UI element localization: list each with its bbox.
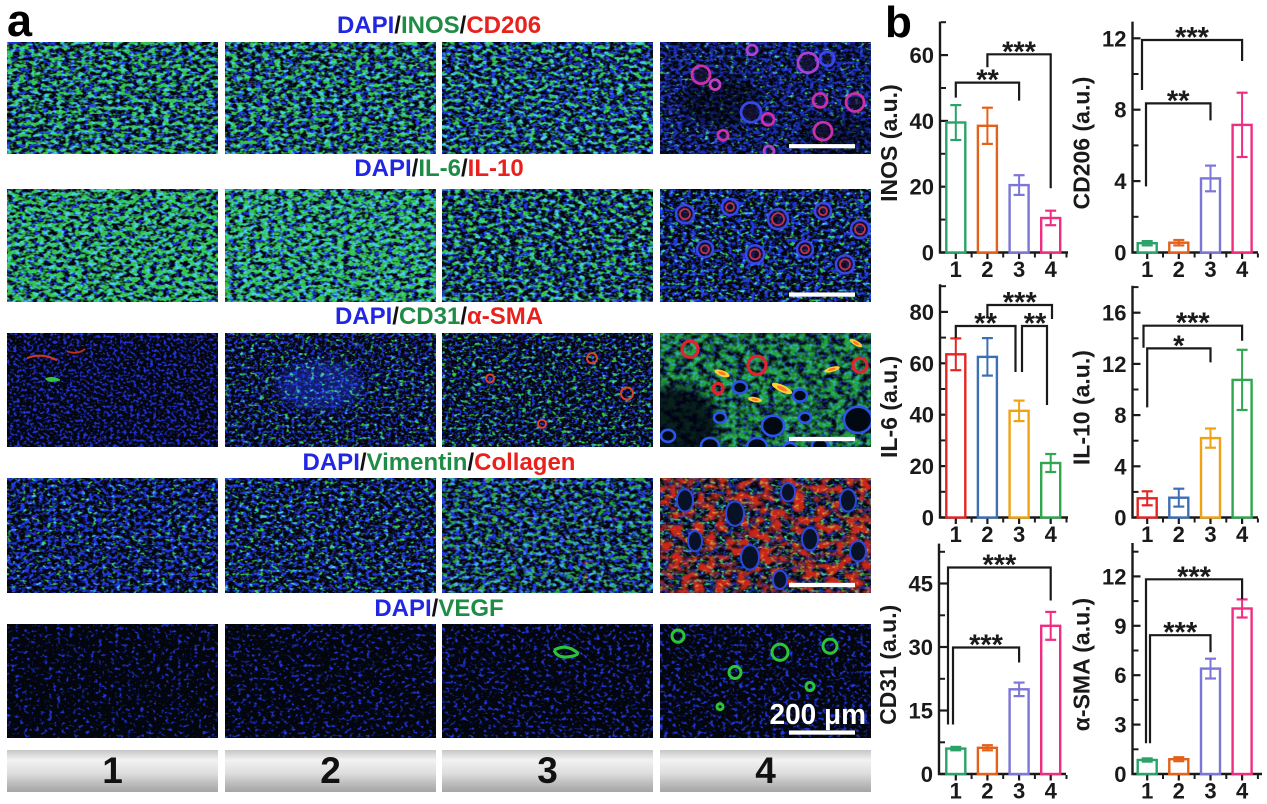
svg-text:6: 6 — [1114, 663, 1126, 688]
svg-text:45: 45 — [909, 572, 933, 597]
svg-text:8: 8 — [1114, 403, 1126, 428]
svg-text:***: *** — [1002, 36, 1037, 68]
svg-text:***: *** — [982, 550, 1017, 582]
svg-text:**: ** — [1167, 85, 1190, 117]
svg-text:4: 4 — [1236, 257, 1249, 282]
svg-text:0: 0 — [922, 241, 934, 266]
svg-text:***: *** — [969, 630, 1004, 662]
svg-text:4: 4 — [1045, 257, 1058, 282]
svg-text:3: 3 — [1013, 522, 1025, 547]
svg-text:8: 8 — [1114, 98, 1126, 123]
svg-text:4: 4 — [1236, 779, 1249, 804]
svg-text:1: 1 — [1141, 779, 1153, 804]
svg-text:***: *** — [1175, 22, 1210, 54]
svg-text:CD206 (a.u.): CD206 (a.u.) — [1069, 77, 1095, 210]
svg-text:4: 4 — [1045, 522, 1058, 547]
svg-text:CD31 (a.u.): CD31 (a.u.) — [880, 605, 901, 725]
svg-text:*: * — [1173, 330, 1185, 362]
svg-text:30: 30 — [909, 635, 933, 660]
svg-text:40: 40 — [910, 403, 934, 428]
svg-text:2: 2 — [1173, 522, 1185, 547]
svg-text:0: 0 — [921, 762, 933, 787]
svg-text:1: 1 — [1141, 522, 1153, 547]
svg-text:1: 1 — [1141, 257, 1153, 282]
svg-text:**: ** — [1024, 308, 1047, 340]
svg-text:2: 2 — [1173, 779, 1185, 804]
svg-text:12: 12 — [1102, 564, 1126, 589]
svg-text:4: 4 — [1236, 522, 1249, 547]
svg-text:***: *** — [1003, 287, 1038, 319]
svg-text:2: 2 — [981, 522, 993, 547]
svg-text:1: 1 — [950, 257, 962, 282]
svg-text:2: 2 — [981, 257, 993, 282]
svg-text:α-SMA (a.u.): α-SMA (a.u.) — [1069, 598, 1095, 731]
svg-text:**: ** — [974, 308, 997, 340]
svg-text:1: 1 — [950, 522, 962, 547]
svg-text:***: *** — [1177, 561, 1212, 593]
svg-text:3: 3 — [1013, 779, 1025, 804]
svg-text:3: 3 — [1204, 257, 1216, 282]
svg-text:IL-10 (a.u.): IL-10 (a.u.) — [1069, 350, 1095, 465]
svg-text:0: 0 — [1114, 241, 1126, 266]
svg-text:INOS (a.u.): INOS (a.u.) — [880, 84, 902, 202]
svg-text:9: 9 — [1114, 614, 1126, 639]
svg-text:2: 2 — [1173, 257, 1185, 282]
svg-text:60: 60 — [910, 351, 934, 376]
svg-text:20: 20 — [910, 454, 934, 479]
svg-text:0: 0 — [1114, 762, 1126, 787]
svg-text:3: 3 — [1204, 522, 1216, 547]
svg-text:***: *** — [1163, 617, 1198, 649]
svg-text:0: 0 — [1114, 506, 1126, 531]
svg-text:4: 4 — [1114, 454, 1127, 479]
svg-text:200 μm: 200 μm — [770, 699, 866, 730]
svg-text:12: 12 — [1102, 26, 1126, 51]
svg-text:1: 1 — [950, 779, 962, 804]
svg-text:2: 2 — [981, 779, 993, 804]
svg-text:**: ** — [976, 65, 999, 97]
svg-text:20: 20 — [910, 175, 934, 200]
svg-text:80: 80 — [910, 300, 934, 325]
svg-text:40: 40 — [910, 109, 934, 134]
svg-text:15: 15 — [909, 699, 933, 724]
svg-text:3: 3 — [1013, 257, 1025, 282]
svg-text:4: 4 — [1114, 169, 1127, 194]
svg-text:60: 60 — [910, 43, 934, 68]
svg-text:16: 16 — [1102, 301, 1126, 326]
svg-text:3: 3 — [1114, 713, 1126, 738]
svg-text:3: 3 — [1204, 779, 1216, 804]
svg-text:4: 4 — [1045, 779, 1058, 804]
svg-text:12: 12 — [1102, 352, 1126, 377]
svg-text:IL-6 (a.u.): IL-6 (a.u.) — [880, 356, 902, 458]
svg-text:***: *** — [1176, 308, 1211, 340]
svg-text:0: 0 — [922, 506, 934, 531]
